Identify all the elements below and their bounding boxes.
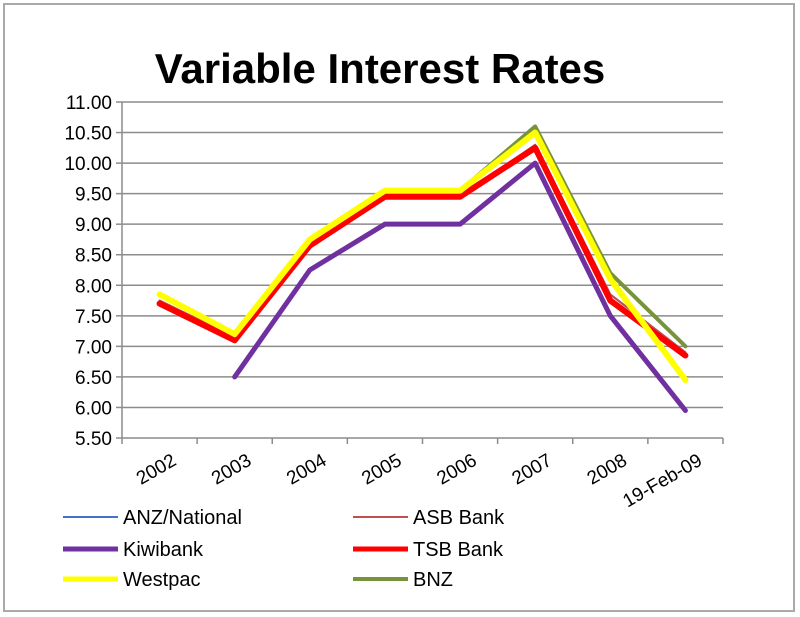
y-tick-label: 7.50: [75, 307, 112, 328]
legend: ANZ/National ASB Bank Kiwibank TSB Bank West…: [63, 507, 505, 591]
y-tick-label: 9.00: [75, 215, 112, 236]
chart-title: Variable Interest Rates: [155, 45, 606, 92]
legend-label: ASB Bank: [413, 507, 505, 529]
line-chart: Variable Interest Rates 5.50 6.00 6.50 7.00…: [63, 45, 724, 591]
x-tick-label: 2003: [208, 450, 255, 489]
legend-label: BNZ: [413, 569, 453, 591]
x-tick-label: 19-Feb-09: [620, 450, 706, 512]
y-axis-ticks: 5.50 6.00 6.50 7.00 7.50 8.00 8.50 9.00 9.50 10.0…: [64, 93, 122, 450]
gridlines: [122, 101, 723, 439]
series-line-anz-national: [158, 143, 687, 354]
y-tick-label: 6.00: [75, 398, 112, 419]
series-line-westpac: [156, 129, 689, 383]
series-line-asb-bank: [158, 143, 687, 354]
legend-label: Kiwibank: [123, 539, 204, 561]
y-tick-label: 8.50: [75, 246, 112, 267]
legend-label: ANZ/National: [123, 507, 242, 529]
y-tick-label: 8.00: [75, 276, 112, 297]
series-lines: [156, 124, 689, 414]
x-tick-label: 2005: [358, 450, 405, 489]
legend-label: TSB Bank: [413, 539, 504, 561]
series-line-tsb-bank: [156, 144, 689, 359]
series-line-kiwibank: [232, 160, 688, 414]
y-tick-label: 10.00: [64, 154, 112, 175]
y-tick-label: 11.00: [66, 93, 112, 114]
x-tick-label: 2007: [509, 450, 556, 489]
chart-frame: Variable Interest Rates 5.50 6.00 6.50 7.00…: [3, 3, 795, 612]
y-tick-label: 7.00: [75, 337, 112, 358]
y-tick-label: 6.50: [75, 368, 112, 389]
y-tick-label: 5.50: [75, 429, 112, 450]
x-tick-label: 2006: [433, 450, 480, 489]
legend-label: Westpac: [123, 569, 200, 591]
x-tick-label: 2008: [584, 450, 631, 489]
y-tick-label: 9.50: [75, 185, 112, 206]
x-tick-label: 2002: [133, 450, 180, 489]
y-tick-label: 10.50: [64, 124, 112, 145]
x-tick-label: 2004: [283, 450, 330, 490]
